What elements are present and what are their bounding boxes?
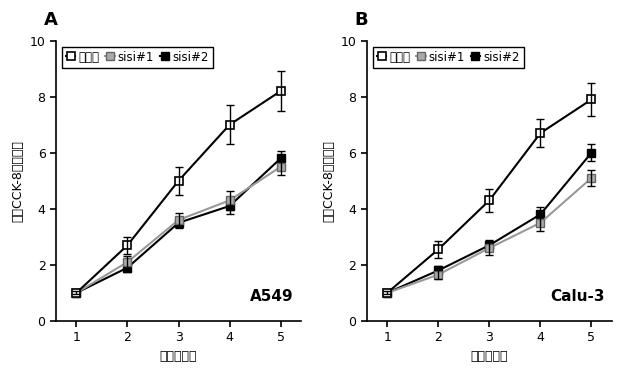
Text: B: B <box>354 12 368 30</box>
X-axis label: 时间（日）: 时间（日） <box>470 350 508 363</box>
Y-axis label: 相对CCK-8的吸光度: 相对CCK-8的吸光度 <box>322 140 335 222</box>
Text: A: A <box>44 12 57 30</box>
Legend: 对照组, sisi#1, sisi#2: 对照组, sisi#1, sisi#2 <box>62 46 213 68</box>
Legend: 对照组, sisi#1, sisi#2: 对照组, sisi#1, sisi#2 <box>373 46 524 68</box>
Y-axis label: 相对CCK-8的吸光度: 相对CCK-8的吸光度 <box>11 140 24 222</box>
Text: A549: A549 <box>250 289 293 304</box>
Text: Calu-3: Calu-3 <box>550 289 604 304</box>
X-axis label: 时间（日）: 时间（日） <box>159 350 197 363</box>
